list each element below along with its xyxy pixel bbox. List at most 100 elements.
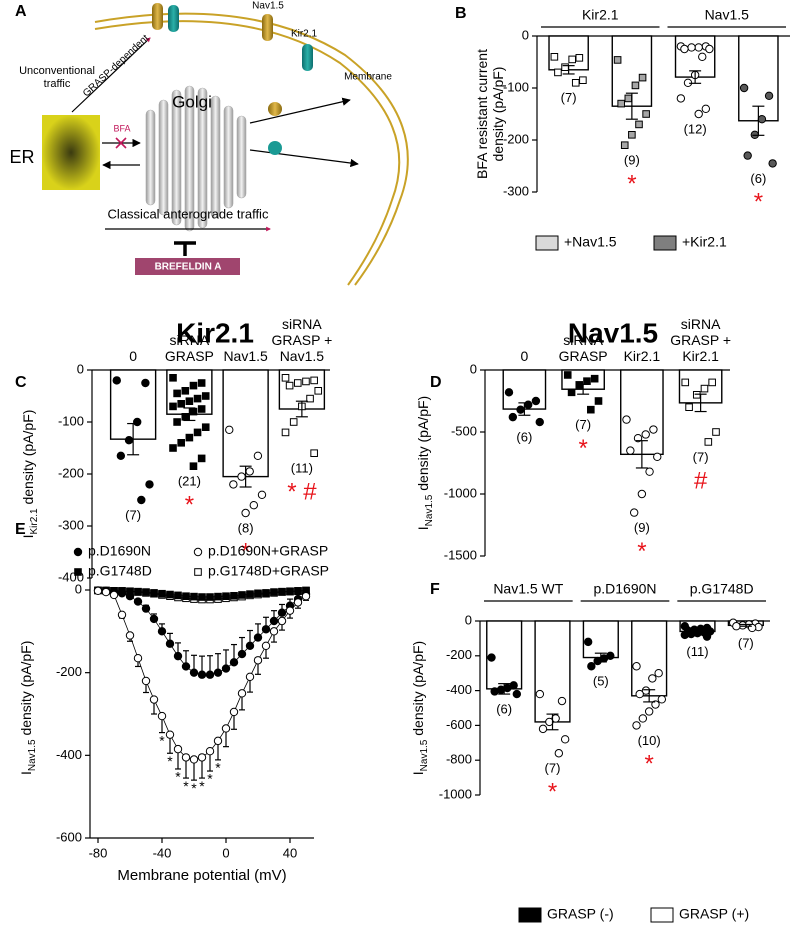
category-label-box: Nav1.5 — [223, 348, 267, 364]
data-point — [269, 616, 279, 626]
data-point — [516, 405, 525, 414]
nav-vesicle — [268, 102, 282, 116]
category-label: 0 — [129, 347, 138, 364]
significance-marker: # — [694, 467, 708, 494]
data-point — [310, 449, 318, 457]
y-axis-label: IKir2.1 density (pA/pF) — [20, 410, 40, 539]
data-point — [633, 434, 643, 443]
y-tick-label: -500 — [451, 423, 477, 438]
data-point — [214, 592, 222, 601]
data-point — [583, 637, 593, 647]
category-label: siRNA GRASP — [164, 331, 214, 364]
significance-marker: * — [754, 189, 763, 216]
n-label: (21) — [178, 474, 201, 489]
n-label: (6) — [516, 430, 532, 445]
data-point — [249, 501, 259, 510]
data-point — [116, 451, 126, 460]
data-point — [269, 627, 279, 636]
data-point — [229, 480, 238, 489]
category-label-cell: 0 — [488, 304, 561, 364]
significance-marker: * — [183, 778, 189, 794]
group-label: Nav1.5 — [705, 7, 750, 23]
data-point — [189, 755, 199, 764]
data-point — [554, 749, 564, 758]
data-point — [197, 454, 206, 463]
y-axis-label: BFA resistant current density (pA/pF) — [473, 49, 506, 179]
data-point — [294, 587, 302, 595]
panel-label: B — [455, 5, 467, 22]
n-label: (10) — [638, 733, 661, 748]
y-tick-label: -200 — [58, 465, 84, 480]
n-label: (8) — [238, 520, 254, 535]
y-axis-label-part: Kir2.1 — [28, 508, 40, 535]
data-point — [277, 608, 287, 617]
legend-swatch — [653, 235, 677, 251]
golgi-cisterna — [145, 109, 156, 206]
data-point — [141, 378, 150, 388]
data-point — [253, 656, 263, 665]
data-point — [190, 592, 198, 601]
data-point — [117, 589, 127, 598]
n-label: (7) — [575, 417, 591, 432]
arrow — [249, 97, 351, 124]
arrow — [249, 149, 359, 168]
data-point — [133, 597, 143, 606]
data-point — [680, 630, 690, 640]
data-point — [185, 433, 194, 442]
y-tick-label: 0 — [470, 361, 477, 376]
data-point — [587, 405, 595, 414]
y-tick-label: 0 — [465, 612, 472, 627]
data-point — [613, 56, 622, 64]
data-point — [638, 714, 648, 723]
n-label: (6) — [750, 171, 766, 186]
data-point — [205, 670, 215, 679]
significance-marker: * — [644, 751, 653, 778]
significance-marker: * # — [287, 479, 317, 506]
data-point — [314, 387, 323, 395]
golgi-stack — [145, 85, 247, 232]
data-point — [238, 591, 246, 599]
legend-label: p.D1690N — [88, 543, 151, 559]
legend-marker — [74, 568, 82, 576]
data-point — [197, 379, 206, 387]
data-point — [166, 590, 174, 599]
data-point — [149, 614, 159, 624]
pathway-label-box: Unconventional traffic — [19, 65, 95, 90]
data-point — [246, 590, 254, 598]
membrane-inner — [94, 20, 401, 286]
y-axis-label: INav1.5 density (pA/pF) — [18, 641, 38, 775]
data-point — [245, 467, 254, 476]
data-point — [590, 374, 599, 383]
y-axis-label-cell: INav1.5 density (pA/pF) — [405, 325, 445, 601]
golgi-cisterna — [236, 115, 247, 199]
n-label: (9) — [624, 153, 640, 168]
significance-marker: * — [185, 492, 194, 519]
data-point — [524, 400, 533, 409]
section-title: Kir2.1 — [176, 317, 254, 348]
y-tick-label: -300 — [503, 183, 529, 198]
n-label: (7) — [545, 761, 561, 776]
data-point — [253, 451, 263, 460]
y-tick-label: 0 — [522, 27, 529, 42]
n-label: (11) — [291, 461, 313, 476]
data-point — [133, 417, 142, 427]
category-label: 0 — [520, 347, 529, 364]
y-axis-label: INav1.5 density (pA/pF) — [410, 641, 430, 775]
data-point — [205, 747, 215, 756]
data-point — [712, 428, 720, 436]
group-label: p.G1748D — [690, 581, 754, 597]
data-point — [632, 721, 641, 730]
data-point — [694, 43, 703, 52]
data-point — [174, 591, 182, 600]
data-point — [101, 587, 111, 597]
legend-label: +Kir2.1 — [682, 234, 727, 250]
golgi-cisterna — [197, 87, 208, 229]
data-point — [230, 591, 238, 600]
data-point — [508, 412, 518, 422]
data-point — [657, 695, 667, 704]
data-point — [213, 736, 223, 746]
data-point — [700, 384, 709, 393]
category-label-box: Kir2.1 — [624, 348, 661, 364]
category-label-box: siRNA GRASP + Nav1.5 — [271, 316, 332, 364]
data-point — [732, 622, 741, 631]
